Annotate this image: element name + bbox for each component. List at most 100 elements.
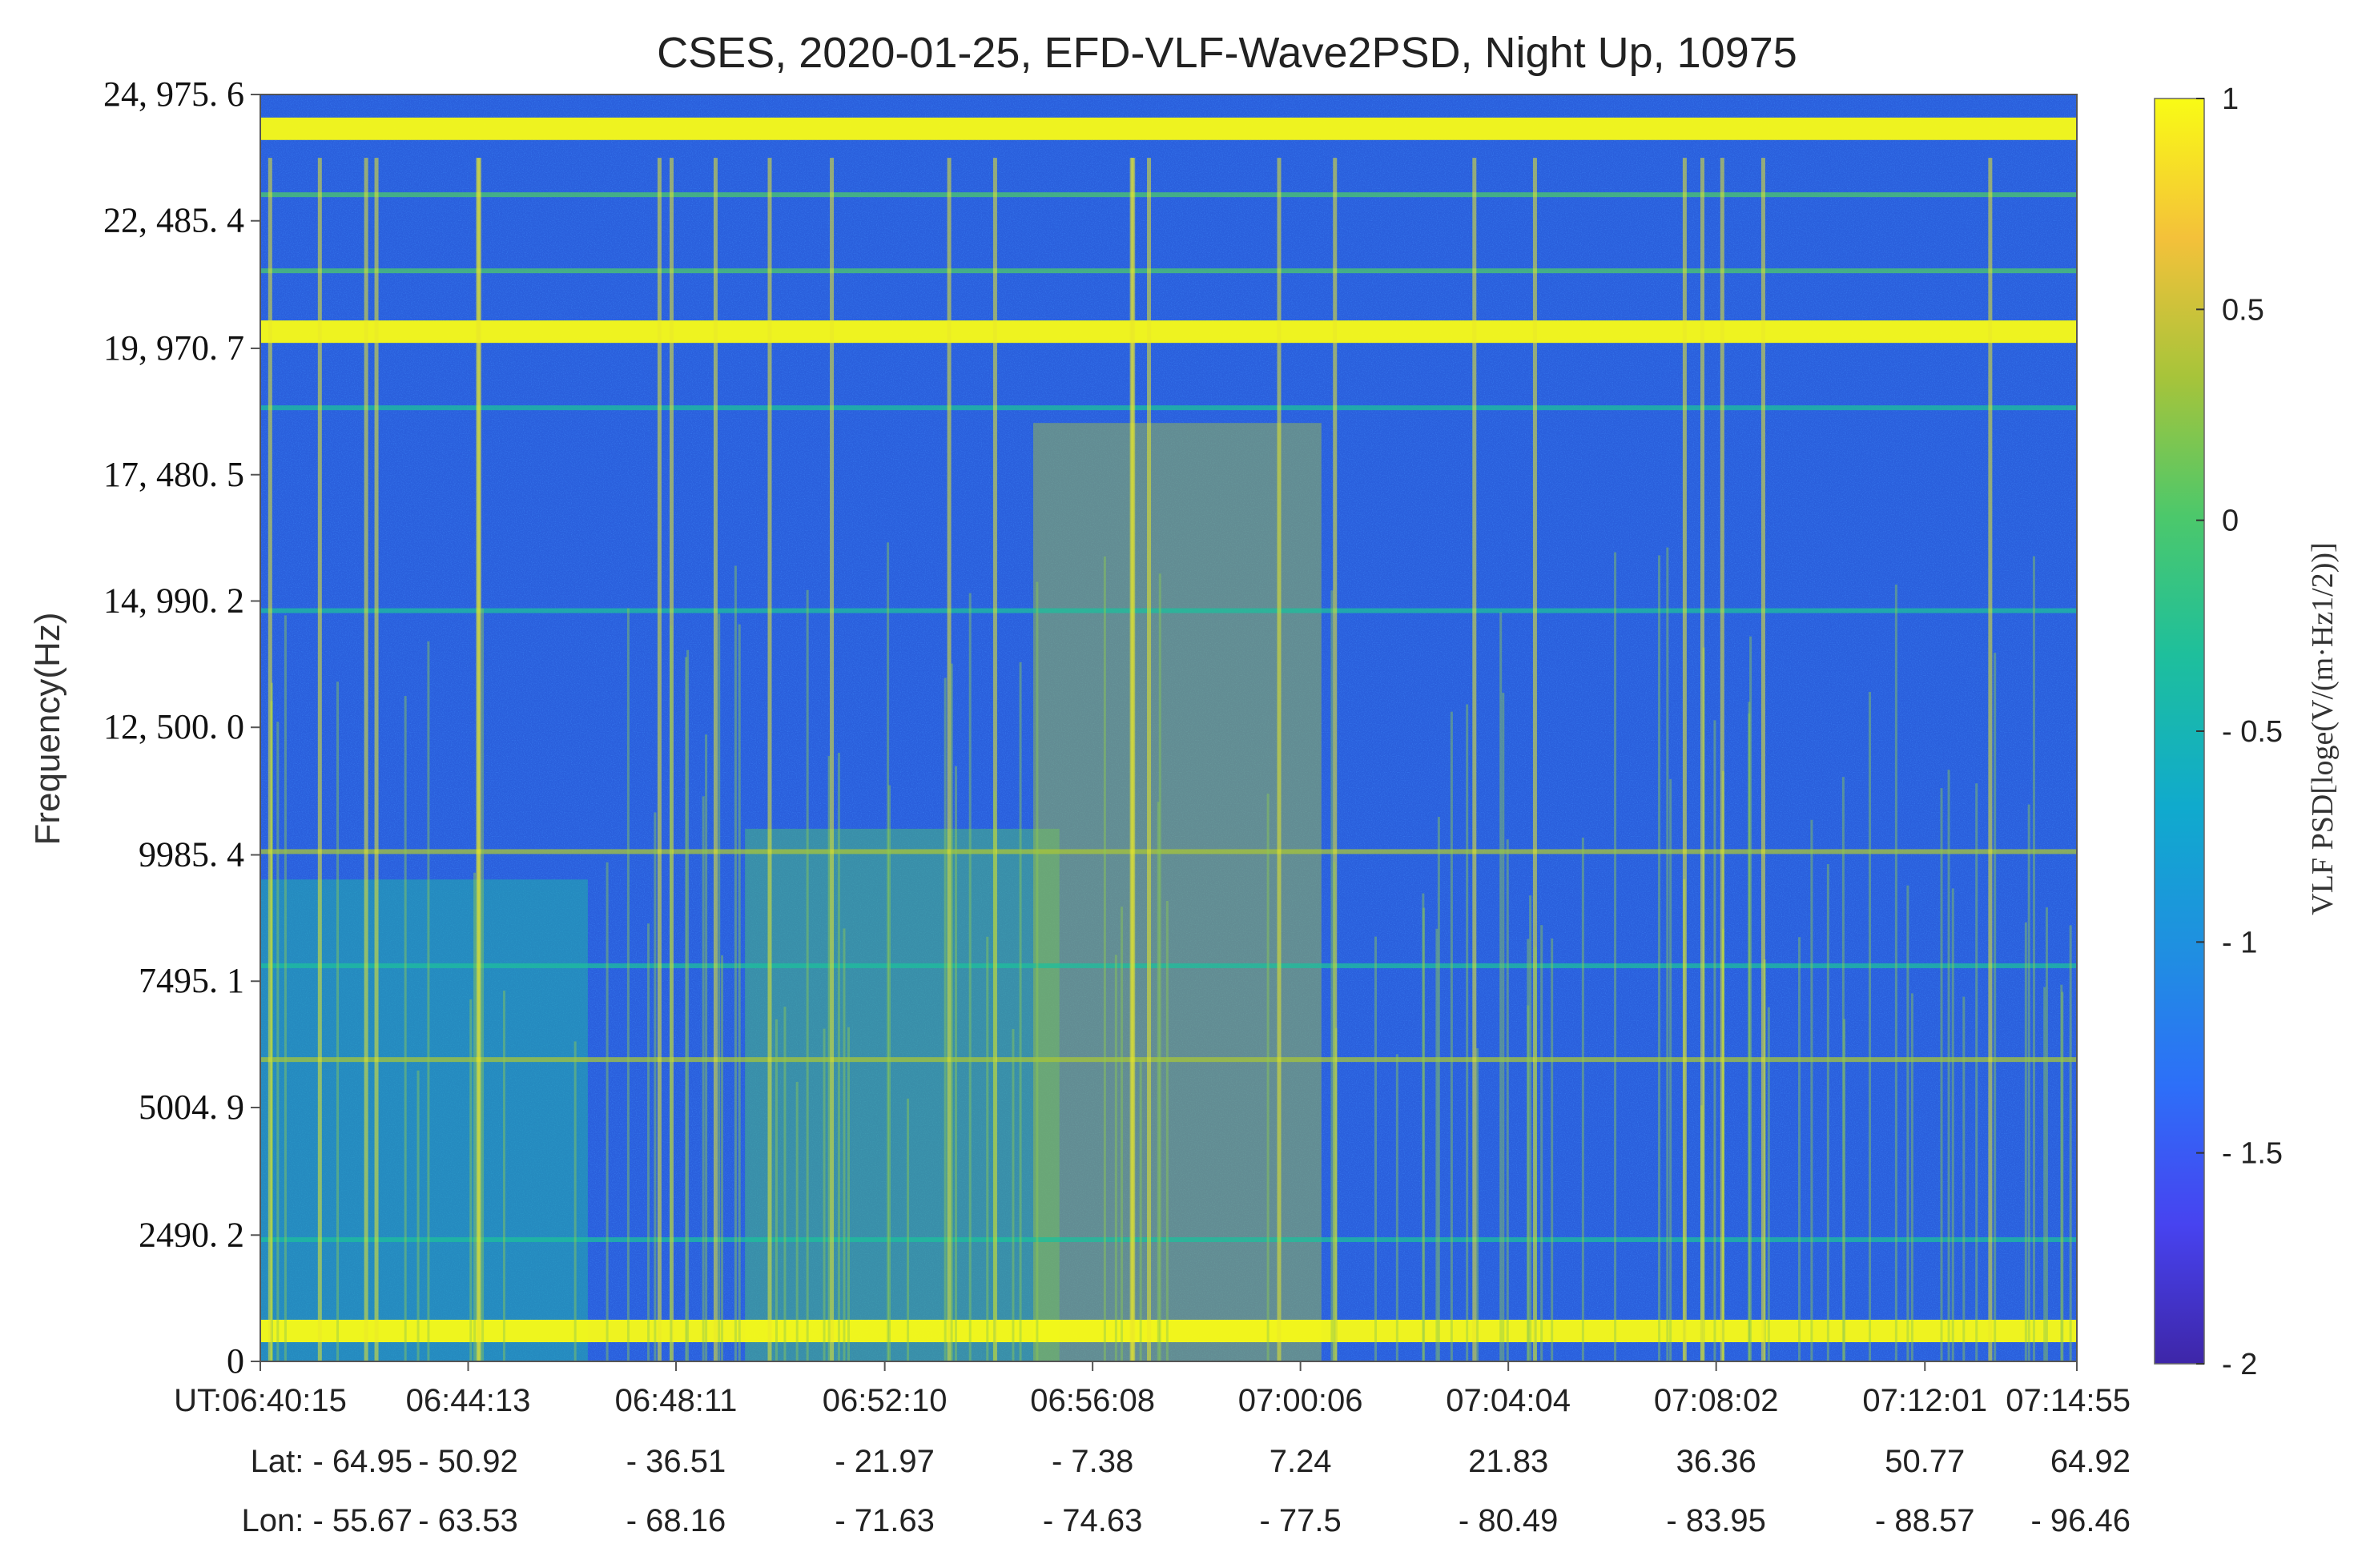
y-tick-label: 2490. 2: [139, 1215, 244, 1254]
whistler-streak: [647, 923, 650, 1361]
whistler-streak: [1129, 158, 1134, 1362]
whistler-streak: [502, 991, 505, 1361]
whistler-streak: [1450, 711, 1453, 1361]
whistler-streak: [1534, 947, 1537, 1361]
whistler-streak: [721, 955, 724, 1361]
colorbar-tick-label: 0: [2222, 505, 2239, 538]
colorbar-tick-label: - 1: [2222, 926, 2257, 959]
whistler-streak: [1012, 1028, 1015, 1361]
y-tick-label: 12, 500. 0: [103, 707, 244, 746]
whistler-streak: [654, 812, 657, 1361]
x-tick-label-lon: - 88.57: [1875, 1503, 1975, 1538]
whistler-streak: [968, 593, 972, 1361]
x-tick-label-lat: 21.83: [1468, 1444, 1548, 1479]
whistler-streak: [795, 1082, 799, 1361]
whistler-streak: [336, 681, 340, 1361]
x-axis: UT:06:40:15 06:44:13 06:48:11 06:52:10 06:56…: [174, 1361, 2131, 1538]
whistler-streak: [473, 872, 477, 1361]
whistler-streak: [823, 1028, 826, 1361]
whistler-streak: [1810, 819, 1813, 1361]
whistler-streak: [1614, 552, 1617, 1361]
whistler-streak: [734, 565, 737, 1361]
whistler-streak: [2060, 984, 2063, 1361]
whistler-streak: [783, 1007, 787, 1361]
x-tick-label-lon: - 96.46: [2030, 1503, 2131, 1538]
whistler-streak: [1437, 816, 1440, 1361]
whistler-streak: [1527, 939, 1530, 1361]
x-tick-label-time: 07:00:06: [1238, 1383, 1363, 1418]
whistler-streak: [1036, 581, 1039, 1361]
whistler-streak: [2024, 922, 2027, 1361]
whistler-streak: [944, 677, 947, 1361]
whistler-streak: [1165, 900, 1169, 1361]
whistler-streak: [1374, 936, 1377, 1361]
whistler-streak: [887, 542, 890, 1361]
whistler-streak: [1894, 584, 1897, 1361]
whistler-streak: [1700, 158, 1704, 1362]
chart-title: CSES, 2020-01-25, EFD-VLF-Wave2PSD, Nigh…: [657, 29, 1797, 77]
whistler-streak: [573, 1041, 577, 1361]
whistler-streak: [404, 696, 407, 1361]
whistler-streak: [1767, 1007, 1770, 1361]
horizontal-bands: [260, 117, 2077, 1342]
whistler-streak: [1266, 794, 1270, 1361]
frequency-band: [260, 192, 2077, 198]
frequency-band: [260, 117, 2077, 140]
whistler-streak: [1843, 1019, 1846, 1361]
whistler-streak: [1869, 691, 1872, 1361]
whistler-streak: [1502, 693, 1505, 1361]
x-tick-label-lat: 64.92: [2050, 1444, 2131, 1479]
whistler-streak: [1760, 158, 1765, 1362]
whistler-streak: [1158, 573, 1161, 1361]
whistler-streak: [1658, 555, 1661, 1361]
frequency-band: [260, 320, 2077, 344]
whistler-streak: [1940, 788, 1943, 1361]
whistler-streak: [1121, 907, 1124, 1361]
whistler-streak: [718, 613, 721, 1361]
whistler-streak: [606, 862, 609, 1361]
whistler-streak: [276, 722, 280, 1361]
whistler-streak: [713, 158, 718, 1362]
whistler-streak: [626, 608, 630, 1361]
whistler-streak: [993, 791, 996, 1361]
frequency-band: [260, 1057, 2077, 1063]
emission-region: [1032, 423, 1322, 1361]
x-tick-label-lon: - 68.16: [626, 1503, 726, 1538]
whistler-streak: [830, 158, 835, 1362]
y-tick-label: 17, 480. 5: [103, 455, 244, 494]
colorbar-tick-label: - 2: [2222, 1348, 2257, 1381]
frequency-band: [260, 1236, 2077, 1242]
y-tick-label: 0: [227, 1341, 244, 1381]
y-tick-label: 5004. 9: [139, 1088, 244, 1127]
whistler-streak: [843, 928, 846, 1361]
x-tick-label-lat: - 21.97: [835, 1444, 935, 1479]
whistler-streak: [1906, 885, 1909, 1361]
whistler-streak: [469, 999, 473, 1361]
whistler-streak: [2069, 925, 2072, 1361]
whistler-streak: [1139, 1059, 1142, 1361]
whistler-streak: [1910, 993, 1913, 1361]
y-axis-label: Frequency(Hz): [28, 613, 67, 846]
whistler-streak: [775, 1019, 778, 1361]
x-tick-label-time: 06:52:10: [823, 1383, 948, 1418]
whistler-streak: [669, 158, 674, 1362]
whistler-streak: [738, 624, 741, 1361]
x-tick-label-lat: Lat: - 64.95: [251, 1444, 412, 1479]
x-tick-label-lat: - 36.51: [626, 1444, 726, 1479]
whistler-streak: [317, 158, 322, 1362]
whistler-streak: [1748, 702, 1751, 1361]
whistler-streak: [1826, 864, 1829, 1361]
whistler-streak: [670, 625, 673, 1361]
whistler-streak: [954, 766, 957, 1361]
whistler-streak: [686, 649, 690, 1361]
whistler-streak: [907, 1098, 910, 1361]
whistler-streak: [1333, 862, 1336, 1361]
frequency-band: [260, 268, 2077, 274]
x-tick-label-time: 06:44:13: [406, 1383, 531, 1418]
whistler-streak: [477, 158, 481, 1362]
whistler-streak: [2032, 556, 2035, 1361]
frequency-band: [260, 405, 2077, 411]
whistler-streak: [1581, 837, 1584, 1361]
vertical-streaks: [268, 158, 2072, 1362]
x-tick-label-lon: - 71.63: [835, 1503, 935, 1538]
